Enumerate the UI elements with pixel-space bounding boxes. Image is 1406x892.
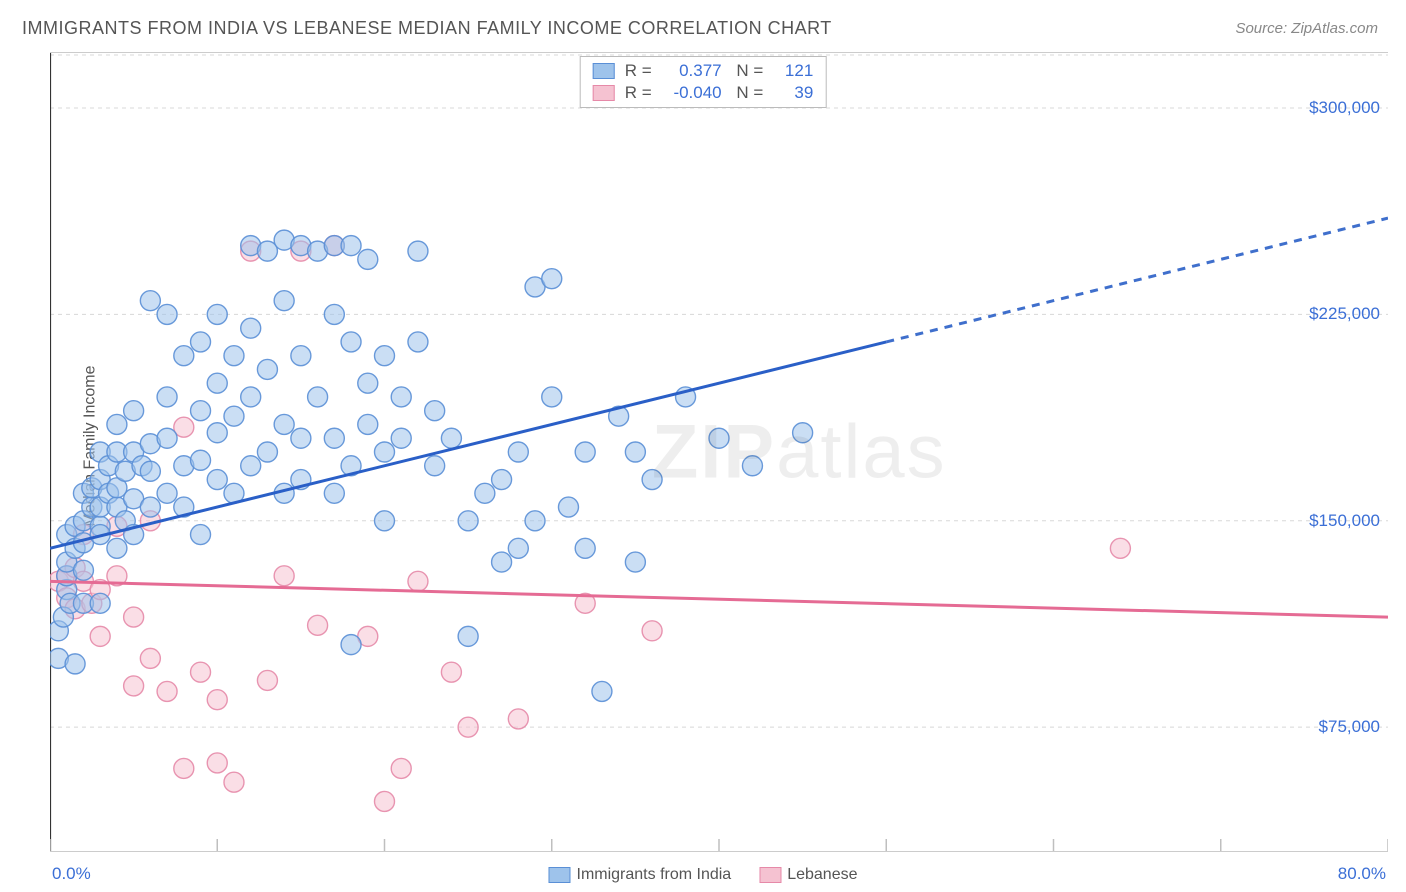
legend-swatch [593,85,615,101]
scatter-chart [50,53,1388,851]
x-axis-max-label: 80.0% [1338,864,1386,884]
x-axis-min-label: 0.0% [52,864,91,884]
y-tick-label: $300,000 [1309,98,1380,118]
chart-title: IMMIGRANTS FROM INDIA VS LEBANESE MEDIAN… [22,18,832,39]
legend-swatch [548,867,570,883]
legend-label: Immigrants from India [576,866,731,883]
legend-swatch [593,63,615,79]
source-text: Source: ZipAtlas.com [1235,20,1378,37]
legend-label: Lebanese [787,866,857,883]
legend-item: Immigrants from India [548,866,731,884]
legend-n-value: 121 [773,61,813,81]
legend-swatch [759,867,781,883]
legend-r-label: R = [625,61,652,81]
legend-r-value: -0.040 [662,83,722,103]
correlation-legend: R = 0.377 N = 121 R = -0.040 N = 39 [580,56,827,108]
series-legend: Immigrants from India Lebanese [548,866,857,884]
legend-r-value: 0.377 [662,61,722,81]
legend-n-label: N = [732,83,764,103]
legend-n-value: 39 [773,83,813,103]
y-tick-label: $75,000 [1319,717,1380,737]
legend-stat-row: R = -0.040 N = 39 [593,83,814,103]
legend-item: Lebanese [759,866,857,884]
plot-area: ZIPatlas $75,000$150,000$225,000$300,000 [50,52,1388,852]
y-tick-label: $225,000 [1309,304,1380,324]
legend-stat-row: R = 0.377 N = 121 [593,61,814,81]
y-tick-label: $150,000 [1309,511,1380,531]
legend-r-label: R = [625,83,652,103]
legend-n-label: N = [732,61,764,81]
